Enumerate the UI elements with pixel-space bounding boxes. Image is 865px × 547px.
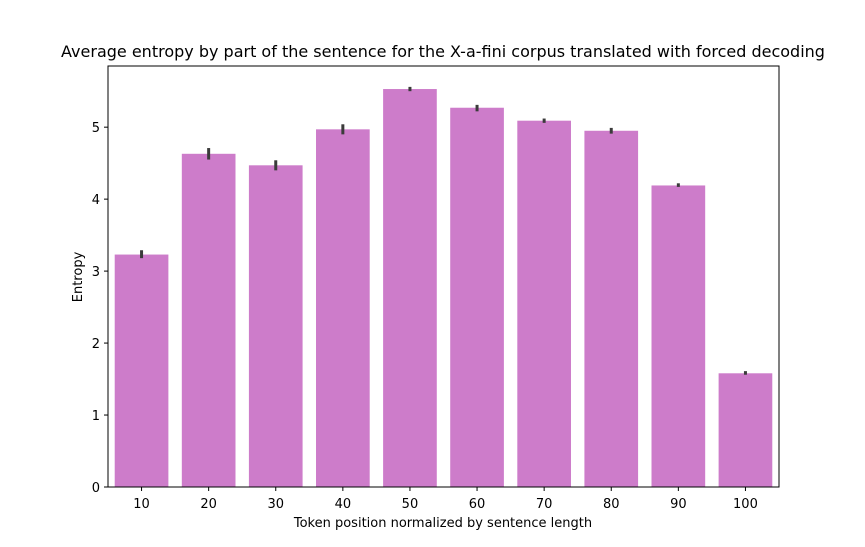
x-tick-label-100: 100 (733, 497, 758, 512)
bar-40 (316, 129, 370, 488)
x-tick-label-90: 90 (670, 497, 687, 512)
x-tick-label-50: 50 (402, 497, 419, 512)
x-tick-label-10: 10 (133, 497, 150, 512)
y-axis-label: Entropy (71, 251, 86, 302)
y-tick-label-2: 2 (92, 337, 100, 352)
y-tick-label-3: 3 (92, 265, 100, 280)
y-tick-label-1: 1 (92, 409, 100, 424)
x-axis-label: Token position normalized by sentence le… (293, 516, 592, 531)
x-tick-label-70: 70 (536, 497, 553, 512)
bar-80 (584, 130, 639, 487)
y-tick-label-4: 4 (92, 193, 100, 208)
bar-10 (114, 254, 169, 487)
bar-30 (248, 165, 303, 488)
bar-90 (651, 185, 706, 487)
x-tick-label-60: 60 (469, 497, 486, 512)
x-tick-label-20: 20 (200, 497, 217, 512)
x-tick-label-30: 30 (267, 497, 284, 512)
bar-60 (450, 107, 504, 487)
x-tick-label-80: 80 (603, 497, 620, 512)
bar-20 (181, 153, 236, 488)
bar-50 (383, 89, 437, 488)
chart-title: Average entropy by part of the sentence … (61, 42, 825, 61)
bar-100 (718, 373, 773, 487)
bars-group (114, 89, 773, 488)
error-bars-group (140, 86, 747, 375)
y-tick-label-0: 0 (92, 481, 100, 496)
x-axis: 10 20 30 40 50 60 70 80 90 100 (133, 487, 758, 512)
x-tick-label-40: 40 (335, 497, 352, 512)
plot-frame (107, 65, 780, 488)
y-tick-label-5: 5 (92, 121, 100, 136)
bar-70 (517, 120, 571, 487)
y-axis: 0 1 2 3 4 5 (92, 121, 108, 496)
